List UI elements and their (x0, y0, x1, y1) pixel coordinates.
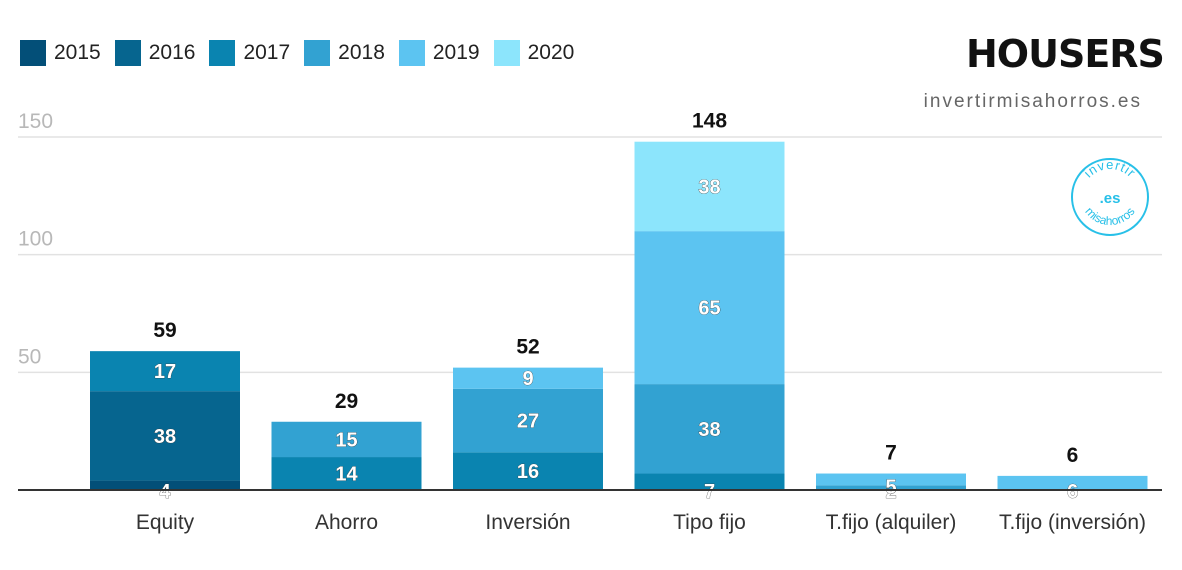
legend-item-2015: 2015 (20, 40, 101, 66)
legend-label: 2020 (527, 41, 575, 64)
housers-logo: HOUSERS (966, 32, 1165, 76)
legend-swatch (304, 40, 331, 66)
badge-bottom-text: misahorros (1082, 204, 1137, 228)
bar-segment (453, 367, 603, 389)
data-label: 2 (885, 481, 896, 503)
legend-label: 2018 (338, 41, 385, 64)
invertirmisahorros-badge-icon: invertir .es misahorros (1071, 157, 1149, 236)
svg-text:misahorros: misahorros (1082, 204, 1137, 228)
data-label: 38 (698, 419, 720, 441)
legend-swatch (209, 40, 236, 66)
badge-mid-text: .es (1100, 190, 1121, 207)
x-tick-label: Tipo fijo (673, 511, 746, 534)
legend-item-2016: 2016 (114, 40, 196, 66)
legend-item-2018: 2018 (304, 40, 385, 66)
bar-segment (453, 388, 603, 453)
legend-label: 2016 (148, 41, 196, 64)
data-label: 38 (698, 176, 720, 198)
bar-segment (816, 473, 966, 486)
bar-segment (90, 391, 240, 481)
data-label: 65 (698, 298, 720, 320)
bar-segment (634, 384, 785, 474)
bar-segment (271, 421, 422, 458)
legend-item-2017: 2017 (209, 40, 290, 66)
total-label: 7 (885, 442, 897, 465)
data-label: 4 (159, 481, 171, 503)
bar-segment (90, 480, 240, 490)
legend-swatch (398, 40, 425, 66)
bar-segment (997, 475, 1148, 490)
data-label: 14 (335, 464, 358, 486)
legend-label: 2017 (243, 41, 291, 64)
total-label: 59 (153, 319, 176, 342)
data-label: 16 (517, 461, 539, 483)
legend-label: 2019 (432, 41, 480, 64)
total-label: 148 (692, 110, 727, 133)
total-label: 52 (516, 336, 539, 359)
y-tick-label: 150 (18, 110, 53, 133)
legend-swatch (493, 40, 520, 66)
total-label: 6 (1067, 444, 1079, 467)
bar-segment (90, 351, 240, 392)
data-label: 15 (335, 429, 357, 451)
bar-segment (634, 141, 785, 232)
data-label: 17 (154, 361, 176, 383)
y-tick-label: 50 (18, 345, 41, 368)
bar-segment (634, 473, 785, 490)
data-label: 5 (885, 476, 896, 498)
x-tick-label: T.fijo (alquiler) (826, 511, 957, 534)
bar-segment (634, 231, 785, 385)
data-label: 7 (704, 481, 715, 503)
total-label: 29 (335, 390, 358, 413)
legend-swatch (114, 40, 141, 66)
bar-segment (816, 485, 966, 490)
legend-item-2019: 2019 (398, 40, 480, 66)
website-label: invertirmisahorros.es (923, 91, 1142, 112)
bar-segment (271, 457, 422, 490)
legend-item-2020: 2020 (493, 40, 575, 66)
x-tick-label: Ahorro (315, 511, 378, 534)
legend: 2015 2016 2017 2018 2019 2020 (20, 40, 588, 66)
bar-segment (453, 452, 603, 490)
x-tick-label: Equity (136, 511, 195, 534)
data-label: 27 (517, 411, 539, 433)
x-tick-label: Inversión (485, 511, 570, 534)
y-tick-label: 100 (18, 228, 53, 251)
legend-label: 2015 (54, 41, 101, 64)
data-label: 9 (522, 368, 533, 390)
legend-swatch (20, 40, 46, 66)
data-label: 6 (1067, 481, 1078, 503)
x-tick-label: T.fijo (inversión) (999, 511, 1146, 534)
data-label: 38 (154, 426, 176, 448)
